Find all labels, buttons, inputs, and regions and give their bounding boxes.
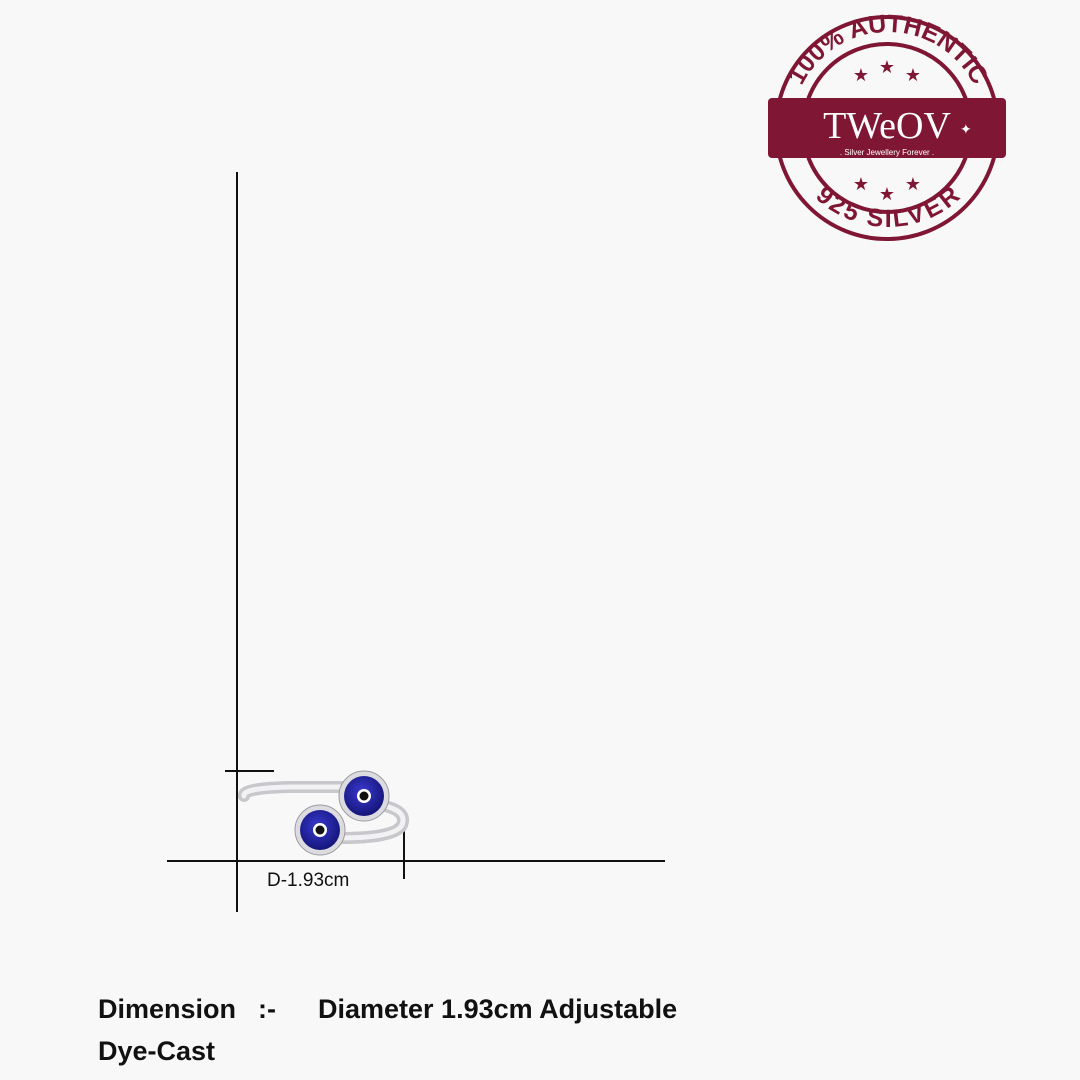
badge-tagline: . Silver Jewellery Forever . <box>840 148 934 157</box>
dimension-label: Dimension <box>98 994 237 1024</box>
star-icons: ★ ★ ★ ★ ★ ★ <box>853 57 921 204</box>
svg-text:★: ★ <box>905 65 921 85</box>
badge-top-text: 100% AUTHENTIC <box>782 10 993 89</box>
svg-text:★: ★ <box>879 184 895 204</box>
finish-text: Dye-Cast <box>98 1036 216 1066</box>
sparkle-icon: ✦ <box>960 121 972 137</box>
authentic-badge-logo: 100% AUTHENTIC 925 SILVER ★ ★ ★ ★ ★ ★ TWeOV … <box>768 10 1006 241</box>
top-tick-line <box>225 770 274 772</box>
dimension-separator: :- <box>258 994 276 1024</box>
vertical-axis-line <box>236 172 238 912</box>
svg-text:★: ★ <box>905 174 921 194</box>
svg-text:★: ★ <box>853 174 869 194</box>
badge-brand: TWeOV <box>823 105 951 147</box>
dimension-value: Diameter 1.93cm Adjustable <box>318 994 678 1024</box>
evil-eye-bead-icon <box>294 804 346 856</box>
svg-text:★: ★ <box>879 57 895 77</box>
diameter-label: D-1.93cm <box>267 870 350 891</box>
evil-eye-ring-image <box>238 770 409 856</box>
evil-eye-bead-icon <box>338 770 390 822</box>
svg-text:★: ★ <box>853 65 869 85</box>
horizontal-axis-line <box>167 860 665 862</box>
right-tick-line <box>403 830 405 879</box>
